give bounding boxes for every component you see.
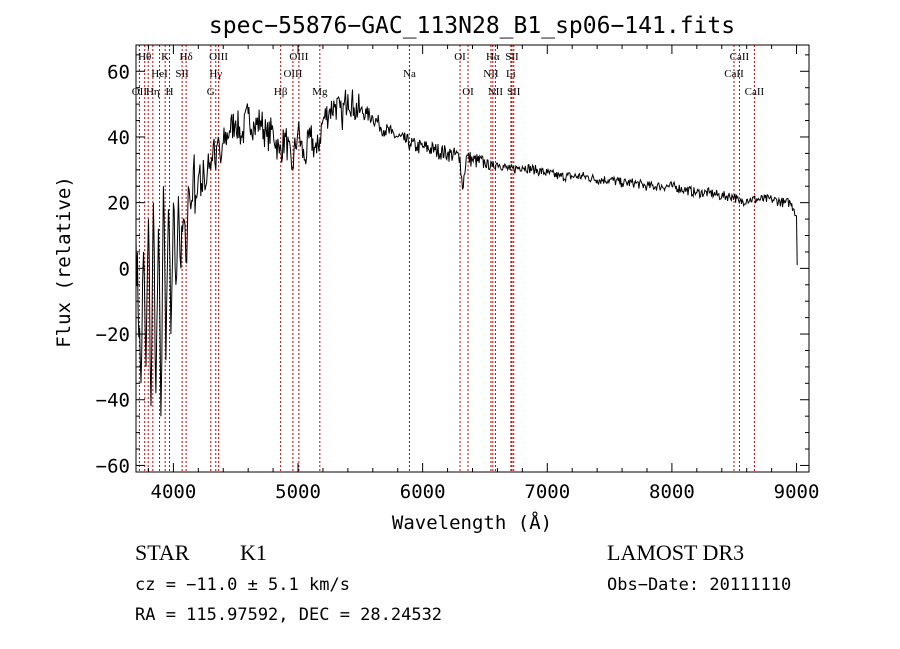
y-tick-label: 40 xyxy=(107,127,130,149)
x-tick-label: 9000 xyxy=(774,481,820,503)
plot-frame xyxy=(135,44,810,473)
line-marker-label: CaII xyxy=(724,68,744,80)
line-marker-label: OI xyxy=(454,51,466,63)
spectrum-line xyxy=(135,89,798,417)
y-tick-label: 0 xyxy=(119,258,130,280)
line-marker-label: Hα xyxy=(486,51,500,63)
axis-ticks: 4000 5000 6000 7000 8000 9000 60 40 20 0 −20 −40 −60 xyxy=(96,45,820,503)
line-marker-label: CaII xyxy=(730,51,750,63)
line-marker-label: Na xyxy=(403,68,416,80)
line-marker-label: H xyxy=(166,86,174,98)
x-tick-label: 4000 xyxy=(151,481,197,503)
line-marker-label: Hη xyxy=(146,86,160,98)
line-marker-label: Hβ xyxy=(274,86,288,98)
line-marker-label: OIII xyxy=(209,51,228,63)
y-tick-label: 20 xyxy=(107,193,130,215)
redshift-velocity: cz = −11.0 ± 5.1 km/s xyxy=(135,575,350,595)
x-tick-label: 5000 xyxy=(275,481,321,503)
object-class: STAR xyxy=(135,540,190,565)
line-marker-label: NII xyxy=(488,86,504,98)
chart-title: spec−55876−GAC_113N28_B1_sp06−141.fits xyxy=(209,13,735,39)
line-marker-label: SII xyxy=(505,51,519,63)
object-subclass: K1 xyxy=(240,540,267,565)
line-marker-label: OIII xyxy=(283,68,302,80)
y-tick-label: −40 xyxy=(96,390,130,412)
line-marker-label: Li xyxy=(506,68,516,80)
line-marker-label: SII xyxy=(507,86,521,98)
coordinates: RA = 115.97592, DEC = 28.24532 xyxy=(135,605,442,625)
y-axis-title: Flux (relative) xyxy=(53,176,75,348)
line-marker-label: CaII xyxy=(745,86,765,98)
y-tick-label: −20 xyxy=(96,324,130,346)
line-marker-label: SII xyxy=(175,68,189,80)
line-marker-label: Mg xyxy=(312,86,328,98)
x-tick-label: 8000 xyxy=(649,481,695,503)
y-tick-label: −60 xyxy=(96,455,130,477)
observation-date: Obs−Date: 20111110 xyxy=(607,575,791,595)
x-axis-title: Wavelength (Å) xyxy=(392,511,552,534)
y-tick-label: 60 xyxy=(107,61,130,83)
line-marker-label: Hδ xyxy=(180,51,193,63)
line-marker-label: NII xyxy=(483,68,499,80)
line-markers: OIIHθHηHeIKHSIIHδGHγOIIIHβOIIIOIIIMgNaOI… xyxy=(132,45,765,472)
survey-name: LAMOST DR3 xyxy=(607,540,744,565)
data-series xyxy=(135,89,798,417)
line-marker-label: Hγ xyxy=(209,68,222,80)
x-tick-label: 7000 xyxy=(524,481,570,503)
line-marker-label: Hθ xyxy=(138,51,151,63)
line-marker-label: OIII xyxy=(289,51,308,63)
line-marker-label: G xyxy=(207,86,215,98)
line-marker-label: HeI xyxy=(151,68,168,80)
line-marker-label: OI xyxy=(462,86,474,98)
line-marker-label: K xyxy=(161,51,169,63)
x-tick-label: 6000 xyxy=(400,481,446,503)
